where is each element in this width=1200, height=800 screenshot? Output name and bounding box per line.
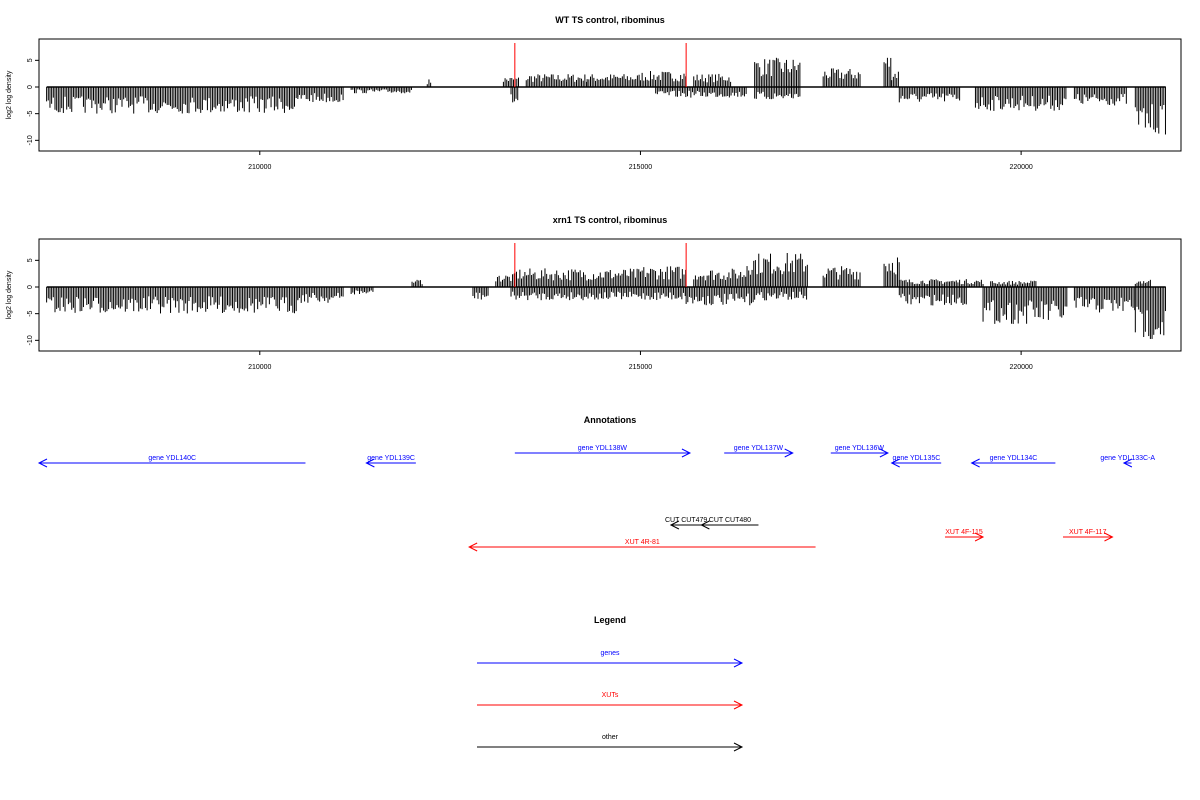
annotation-items: gene YDL140C gene YDL139C gene YDL138W gene… <box>37 445 1155 552</box>
y-tick-label: -5 <box>27 110 34 116</box>
annotation-label: gene YDL139C <box>367 455 415 462</box>
annotations-track: Annotations gene YDL140C gene YDL139Cgene… <box>37 415 1155 552</box>
legend-item-gene: genes <box>477 650 744 668</box>
annotation-arrow-arrowhead <box>1104 532 1114 542</box>
legend: Legend genes XUTs other <box>477 615 744 752</box>
y-tick-label: 0 <box>27 85 34 89</box>
annotation-label: CUT CUT479 <box>665 517 707 524</box>
annotation-arrow-arrowhead <box>365 458 375 468</box>
legend-title: Legend <box>594 615 626 625</box>
panel-xrn1-bars <box>46 252 1166 339</box>
y-tick-label: 0 <box>27 285 34 289</box>
legend-label: XUTs <box>602 692 619 699</box>
panel-wt-axes: -10 -5 0 5 210000 215000 220000 <box>27 58 1033 171</box>
y-tick-label: -5 <box>27 310 34 316</box>
annotation-arrow-arrowhead <box>890 458 900 468</box>
panel-wt: WT TS control, ribominus -10 -5 0 5 210000 21… <box>6 15 1182 171</box>
legend-arrow-arrowhead <box>733 658 744 668</box>
panel-wt-frame <box>38 38 1182 152</box>
annotation-label: gene YDL133C-A <box>1100 455 1155 462</box>
annotation-arrow-arrowhead <box>37 458 48 468</box>
x-tick-label: 215000 <box>629 364 652 371</box>
annotation-label: XUT 4R-81 <box>625 539 660 546</box>
annotation-arrow-arrowhead <box>1122 458 1133 468</box>
legend-arrow-arrowhead <box>733 742 744 752</box>
annotation-xut: XUT 4F-117 <box>1062 529 1114 542</box>
annotation-other: CUT CUT480 <box>700 517 759 530</box>
x-tick-label: 215000 <box>629 164 652 171</box>
y-tick-label: -10 <box>27 135 34 145</box>
annotation-label: gene YDL137W <box>734 445 784 452</box>
legend-items: genes XUTs other <box>477 650 744 752</box>
annotation-gene: gene YDL136W <box>830 445 890 458</box>
annotation-arrow-arrowhead <box>681 448 692 458</box>
annotation-label: CUT CUT480 <box>709 517 751 524</box>
annotation-arrow-arrowhead <box>669 520 680 530</box>
panel-xrn1-cut-markers <box>514 243 687 287</box>
annotation-label: gene YDL134C <box>990 455 1038 462</box>
x-tick-label: 210000 <box>248 164 271 171</box>
panel-wt-title: WT TS control, ribominus <box>555 15 665 25</box>
panel-wt-cut-markers <box>514 43 687 87</box>
annotation-gene: gene YDL135C <box>890 455 942 468</box>
legend-item-xut: XUTs <box>477 692 744 710</box>
annotation-xut: XUT 4R-81 <box>468 539 816 552</box>
annotation-arrow-arrowhead <box>970 458 980 468</box>
panel-xrn1-frame <box>38 238 1182 352</box>
panel-wt-bars <box>46 57 1166 135</box>
panel-xrn1-title: xrn1 TS control, ribominus <box>553 215 668 225</box>
annotation-gene: gene YDL134C <box>970 455 1056 468</box>
annotation-label: gene YDL138W <box>578 445 628 452</box>
annotation-label: gene YDL135C <box>893 455 941 462</box>
panel-xrn1-ylabel: log2 log density <box>6 270 13 319</box>
annotation-xut: XUT 4F-115 <box>944 529 985 542</box>
x-tick-label: 220000 <box>1009 164 1032 171</box>
annotation-arrow-arrowhead <box>974 532 985 542</box>
annotation-label: gene YDL140C <box>148 455 196 462</box>
panel-xrn1-axes: -10 -5 0 5 210000 215000 220000 <box>27 258 1033 371</box>
annotation-arrow-arrowhead <box>784 448 794 458</box>
annotation-label: XUT 4F-115 <box>945 529 983 536</box>
annotations-title: Annotations <box>584 415 637 425</box>
annotation-gene: gene YDL138W <box>514 445 692 458</box>
x-tick-label: 220000 <box>1009 364 1032 371</box>
annotation-arrow-arrowhead <box>879 448 890 458</box>
annotation-label: XUT 4F-117 <box>1069 529 1107 536</box>
annotation-gene: gene YDL140C <box>37 455 306 468</box>
legend-label: other <box>602 734 619 741</box>
annotation-gene: gene YDL137W <box>724 445 794 458</box>
legend-item-other: other <box>477 734 744 752</box>
annotation-gene: gene YDL139C <box>365 455 416 468</box>
annotation-label: gene YDL136W <box>835 445 885 452</box>
x-tick-label: 210000 <box>248 364 271 371</box>
annotation-arrow-arrowhead <box>700 520 710 530</box>
annotation-other: CUT CUT479 <box>665 517 707 530</box>
panel-wt-ylabel: log2 log density <box>6 70 13 119</box>
y-tick-label: 5 <box>27 258 34 262</box>
panel-xrn1: xrn1 TS control, ribominus -10 -5 0 5 210000… <box>6 215 1182 371</box>
y-tick-label: -10 <box>27 335 34 345</box>
legend-arrow-arrowhead <box>733 700 744 710</box>
legend-label: genes <box>600 650 620 657</box>
annotation-arrow-arrowhead <box>468 542 478 552</box>
annotation-gene: gene YDL133C-A <box>1100 455 1155 468</box>
y-tick-label: 5 <box>27 58 34 62</box>
